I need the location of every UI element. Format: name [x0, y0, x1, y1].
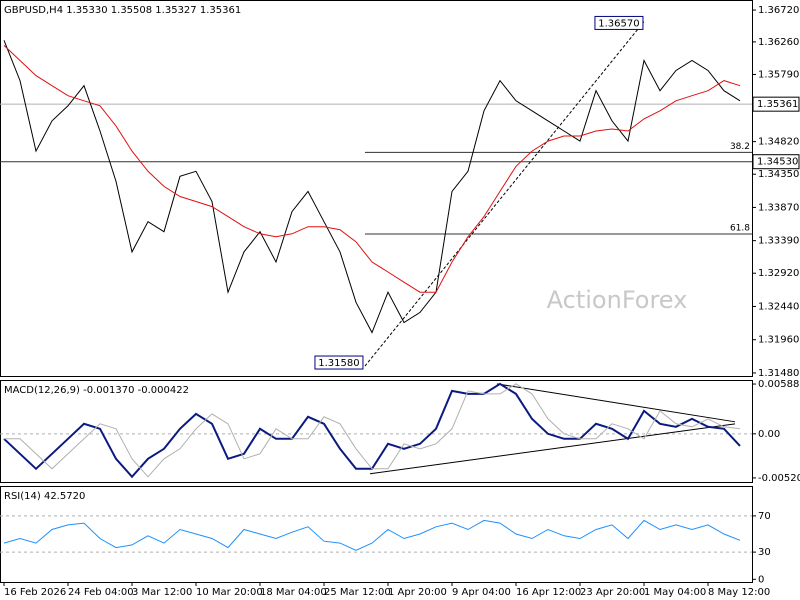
y-tick-label: -0.005209	[758, 473, 800, 484]
y-tick-label: 1.33870	[758, 202, 799, 213]
panel-frame	[0, 380, 753, 483]
x-tick-label: 10 Mar 20:00	[196, 587, 263, 598]
x-tick-label: 1 Apr 20:00	[388, 587, 447, 598]
x-tick-label: 18 Mar 04:00	[260, 587, 327, 598]
y-tick-label: 1.35790	[758, 69, 799, 80]
x-tick-label: 8 May 12:00	[708, 587, 770, 598]
y-tick-label: 1.36720	[758, 5, 799, 16]
y-tick-label: 1.36260	[758, 37, 799, 48]
y-tick-label: 0.005883	[758, 379, 800, 390]
x-tick-label: 16 Feb 2026	[4, 587, 66, 598]
swing-line	[364, 20, 646, 367]
fib-label: 38.2	[730, 142, 750, 152]
x-tick-label: 1 May 04:00	[644, 587, 706, 598]
trend-line	[496, 383, 736, 423]
x-tick-label: 3 Mar 12:00	[132, 587, 192, 598]
panel-frame	[0, 0, 753, 377]
series-line	[3, 40, 741, 334]
swing-label-box	[314, 355, 364, 370]
swing-label-box	[594, 15, 644, 30]
y-tick-label: 0.00	[758, 429, 780, 440]
series-line	[3, 45, 741, 293]
watermark: ActionForex	[547, 286, 688, 314]
y-tick-label: 1.33390	[758, 236, 799, 247]
y-tick-label: 1.31960	[758, 335, 799, 346]
swing-label: 1.36570	[598, 18, 639, 29]
panel-frame	[0, 486, 753, 583]
price-label-box	[752, 154, 800, 170]
price-label: 1.34530	[757, 157, 798, 168]
series-line	[3, 519, 741, 551]
fib-label: 61.8	[730, 224, 750, 234]
panel-title: MACD(12,26,9) -0.001370 -0.000422	[4, 385, 189, 396]
y-tick-label: 0	[758, 574, 764, 585]
trend-line	[370, 423, 736, 475]
panel-title: GBPUSD,H4 1.35330 1.35508 1.35327 1.3536…	[4, 5, 241, 16]
y-tick-label: 1.31480	[758, 368, 799, 379]
series-line	[4, 383, 741, 478]
y-tick-label: 70	[758, 511, 771, 522]
x-tick-label: 25 Mar 12:00	[324, 587, 391, 598]
y-tick-label: 1.32440	[758, 301, 799, 312]
y-tick-label: 1.34350	[758, 169, 799, 180]
y-tick-label: 1.34820	[758, 137, 799, 148]
y-tick-label: 1.32920	[758, 268, 799, 279]
panel-title: RSI(14) 42.5720	[4, 491, 85, 502]
x-tick-label: 24 Feb 04:00	[68, 587, 134, 598]
price-label-box	[752, 96, 800, 112]
y-tick-label: 30	[758, 547, 771, 558]
swing-label: 1.31580	[318, 358, 359, 369]
price-label: 1.35361	[757, 99, 798, 110]
x-tick-label: 9 Apr 04:00	[452, 587, 511, 598]
x-tick-label: 23 Apr 20:00	[580, 587, 645, 598]
x-tick-label: 16 Apr 12:00	[516, 587, 581, 598]
